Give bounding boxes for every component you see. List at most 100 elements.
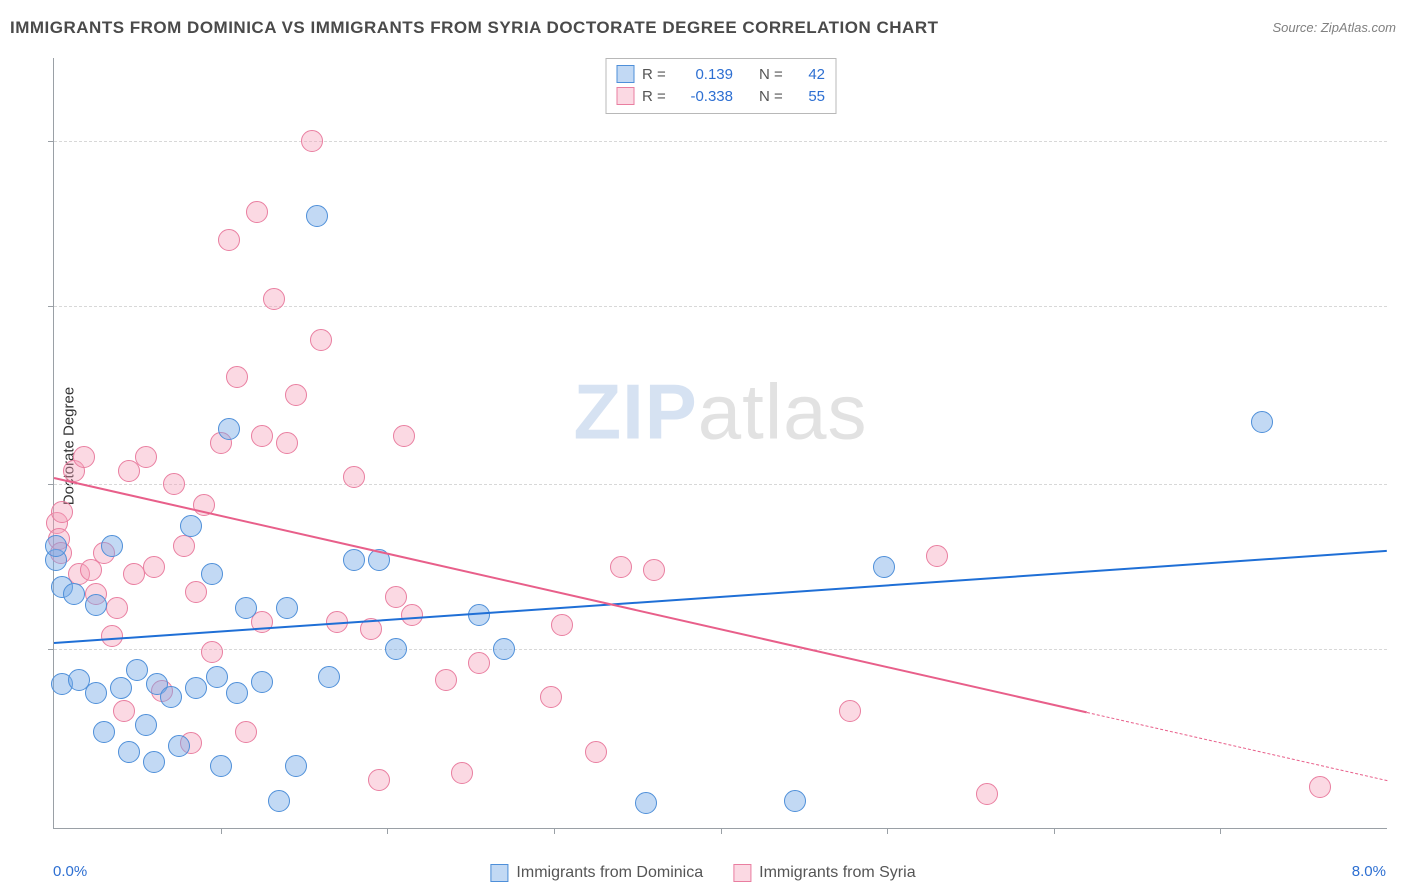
correlation-row: R =-0.338N =55	[616, 85, 825, 107]
y-tick-label: 3.8%	[1397, 297, 1406, 314]
data-point	[318, 666, 340, 688]
data-point	[246, 201, 268, 223]
data-point	[85, 594, 107, 616]
data-point	[540, 686, 562, 708]
data-point	[235, 721, 257, 743]
correlation-box: R =0.139N =42R =-0.338N =55	[605, 58, 836, 114]
data-point	[201, 563, 223, 585]
data-point	[585, 741, 607, 763]
data-point	[135, 446, 157, 468]
data-point	[839, 700, 861, 722]
data-point	[201, 641, 223, 663]
legend: Immigrants from Dominica Immigrants from …	[490, 864, 915, 882]
swatch-icon	[616, 87, 634, 105]
data-point	[180, 515, 202, 537]
data-point	[251, 671, 273, 693]
data-point	[101, 625, 123, 647]
data-point	[210, 755, 232, 777]
data-point	[401, 604, 423, 626]
data-point	[385, 586, 407, 608]
data-point	[1309, 776, 1331, 798]
gridline	[54, 306, 1387, 307]
data-point	[173, 535, 195, 557]
x-axis-max-label: 8.0%	[1352, 863, 1386, 880]
data-point	[643, 559, 665, 581]
data-point	[143, 556, 165, 578]
data-point	[143, 751, 165, 773]
data-point	[268, 790, 290, 812]
data-point	[285, 384, 307, 406]
data-point	[926, 545, 948, 567]
source-attribution: Source: ZipAtlas.com	[1272, 20, 1396, 35]
data-point	[1251, 411, 1273, 433]
data-point	[435, 669, 457, 691]
data-point	[251, 425, 273, 447]
data-point	[551, 614, 573, 636]
trend-line	[1087, 712, 1387, 781]
data-point	[285, 755, 307, 777]
legend-label: Immigrants from Dominica	[516, 864, 703, 882]
watermark: ZIPatlas	[573, 367, 867, 458]
data-point	[135, 714, 157, 736]
data-point	[635, 792, 657, 814]
data-point	[73, 446, 95, 468]
data-point	[226, 366, 248, 388]
data-point	[206, 666, 228, 688]
data-point	[126, 659, 148, 681]
data-point	[385, 638, 407, 660]
data-point	[235, 597, 257, 619]
data-point	[976, 783, 998, 805]
scatter-plot: ZIPatlas R =0.139N =42R =-0.338N =55 1.3…	[53, 58, 1387, 829]
data-point	[873, 556, 895, 578]
legend-label: Immigrants from Syria	[759, 864, 915, 882]
data-point	[168, 735, 190, 757]
data-point	[110, 677, 132, 699]
data-point	[185, 677, 207, 699]
correlation-row: R =0.139N =42	[616, 63, 825, 85]
data-point	[51, 501, 73, 523]
data-point	[63, 583, 85, 605]
data-point	[493, 638, 515, 660]
data-point	[163, 473, 185, 495]
gridline	[54, 141, 1387, 142]
data-point	[160, 686, 182, 708]
data-point	[218, 229, 240, 251]
swatch-icon	[490, 864, 508, 882]
data-point	[113, 700, 135, 722]
swatch-icon	[616, 65, 634, 83]
data-point	[451, 762, 473, 784]
data-point	[306, 205, 328, 227]
data-point	[343, 466, 365, 488]
data-point	[101, 535, 123, 557]
gridline	[54, 649, 1387, 650]
data-point	[118, 741, 140, 763]
data-point	[610, 556, 632, 578]
data-point	[784, 790, 806, 812]
data-point	[468, 652, 490, 674]
swatch-icon	[733, 864, 751, 882]
legend-item: Immigrants from Dominica	[490, 864, 703, 882]
data-point	[123, 563, 145, 585]
data-point	[218, 418, 240, 440]
data-point	[276, 597, 298, 619]
data-point	[226, 682, 248, 704]
legend-item: Immigrants from Syria	[733, 864, 915, 882]
data-point	[393, 425, 415, 447]
data-point	[343, 549, 365, 571]
data-point	[263, 288, 285, 310]
data-point	[85, 682, 107, 704]
data-point	[106, 597, 128, 619]
data-point	[310, 329, 332, 351]
data-point	[93, 721, 115, 743]
data-point	[185, 581, 207, 603]
data-point	[301, 130, 323, 152]
data-point	[45, 535, 67, 557]
chart-title: IMMIGRANTS FROM DOMINICA VS IMMIGRANTS F…	[10, 18, 939, 37]
gridline	[54, 484, 1387, 485]
y-tick-label: 5.0%	[1397, 132, 1406, 149]
y-tick-label: 2.5%	[1397, 476, 1406, 493]
y-tick-label: 1.3%	[1397, 641, 1406, 658]
data-point	[276, 432, 298, 454]
x-axis-min-label: 0.0%	[53, 863, 87, 880]
data-point	[368, 769, 390, 791]
